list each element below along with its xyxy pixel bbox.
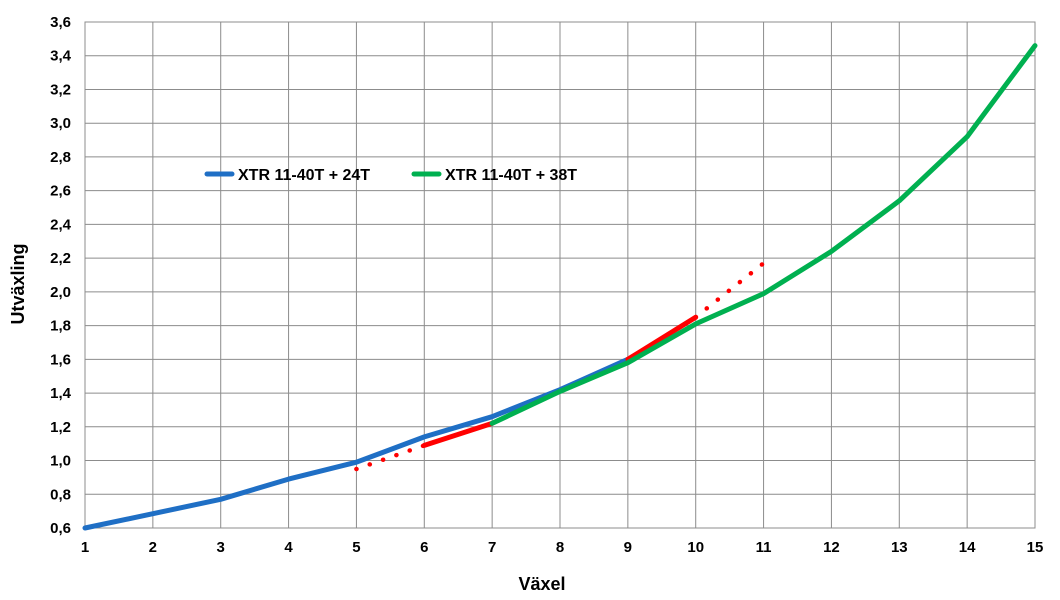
y-tick-label: 1,2 (50, 419, 71, 436)
series-dotted-line (354, 443, 427, 472)
series-line-xtr-11-40t-38t (489, 43, 1038, 426)
y-tick-label: 3,2 (50, 81, 71, 98)
x-axis-title: Växel (518, 574, 565, 594)
y-tick-label: 1,4 (50, 385, 72, 402)
grid (84, 21, 1036, 529)
series-layer (82, 43, 1038, 531)
y-tick-label: 2,2 (50, 250, 71, 267)
y-tick-label: 2,8 (50, 149, 71, 166)
series-line-xtr-11-40t-24t (82, 356, 631, 531)
x-tick-label: 13 (891, 539, 908, 556)
x-tick-label: 9 (624, 539, 632, 556)
y-tick-label: 1,8 (50, 318, 71, 335)
y-tick-labels: 0,6 0,8 1,0 1,2 1,4 1,6 1,8 2,0 2,2 2,4 2,6 2,8 3,0 3… (50, 14, 72, 537)
y-tick-label: 0,6 (50, 520, 71, 537)
plot-area-border (84, 21, 1036, 529)
x-tick-label: 4 (284, 539, 293, 556)
x-tick-label: 11 (756, 539, 772, 556)
y-tick-label: 0,8 (50, 486, 71, 503)
legend: XTR 11-40T + 24T XTR 11-40T + 38T (204, 167, 577, 184)
y-tick-label: 3,4 (50, 48, 72, 65)
legend-label: XTR 11-40T + 38T (445, 167, 577, 184)
x-tick-label: 8 (556, 539, 564, 556)
series-dotted-line (693, 260, 766, 320)
x-tick-label: 14 (959, 539, 976, 556)
x-tick-labels: 1 2 3 4 5 6 7 8 9 10 11 12 13 14 15 (81, 539, 1044, 556)
x-tick-label: 7 (488, 539, 496, 556)
x-tick-label: 3 (217, 539, 225, 556)
y-tick-label: 1,0 (50, 453, 71, 470)
x-tick-label: 2 (149, 539, 157, 556)
legend-label: XTR 11-40T + 24T (238, 167, 370, 184)
series-overlap-line (625, 314, 699, 362)
x-tick-label: 15 (1027, 539, 1044, 556)
y-tick-label: 2,0 (50, 284, 71, 301)
y-tick-label: 2,4 (50, 216, 72, 233)
series-overlap-line (421, 420, 495, 448)
x-tick-label: 6 (420, 539, 428, 556)
y-tick-label: 1,6 (50, 351, 71, 368)
x-tick-label: 12 (823, 539, 840, 556)
y-tick-label: 2,6 (50, 183, 71, 200)
y-tick-label: 3,0 (50, 115, 71, 132)
y-tick-label: 3,6 (50, 14, 71, 31)
x-tick-label: 5 (352, 539, 360, 556)
x-tick-label: 1 (81, 539, 89, 556)
x-tick-label: 10 (687, 539, 704, 556)
y-axis-title: Utväxling (8, 243, 28, 324)
